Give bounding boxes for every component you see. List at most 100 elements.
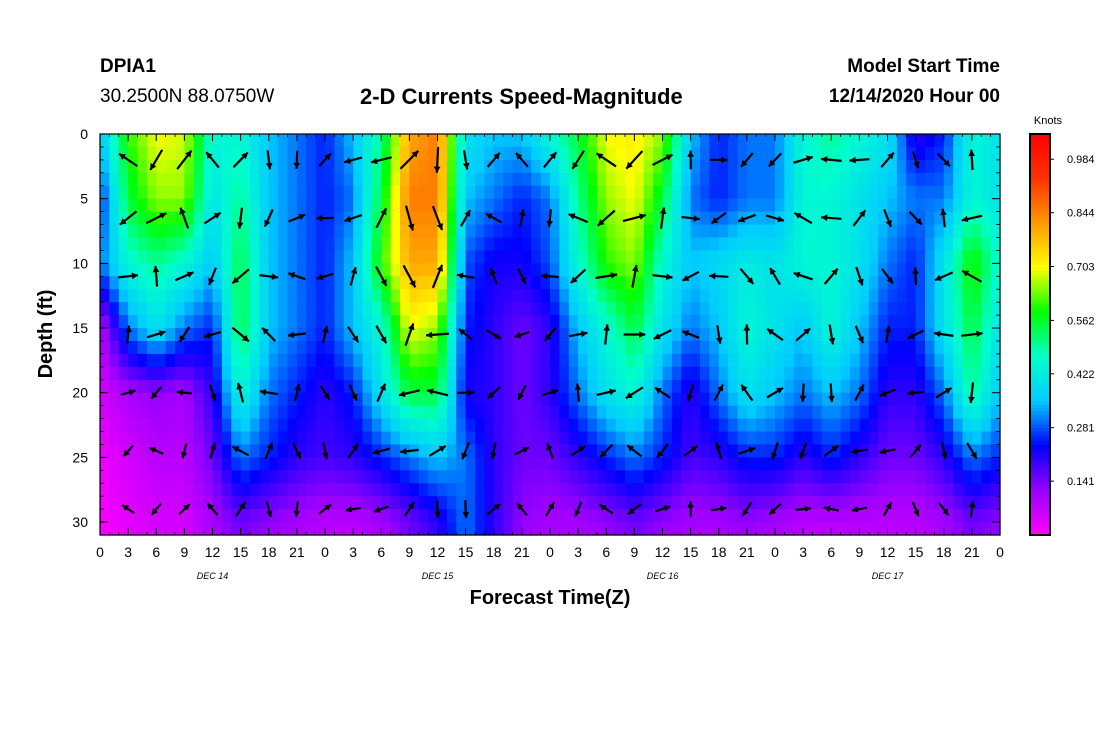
current-vector-arrow	[176, 389, 193, 396]
heatmap-cell	[671, 134, 682, 148]
heatmap-cell	[100, 302, 110, 316]
heatmap-cell	[775, 328, 785, 342]
heatmap-cell	[400, 185, 410, 200]
heatmap-cell	[334, 172, 345, 187]
heatmap-cell	[343, 483, 354, 497]
heatmap-cell	[868, 250, 879, 264]
heatmap-cell	[484, 366, 495, 381]
heatmap-cell	[625, 483, 635, 497]
heatmap-cell	[756, 418, 767, 433]
heatmap-cell	[475, 237, 485, 252]
heatmap-cell	[409, 353, 420, 368]
heatmap-cell	[203, 509, 214, 523]
heatmap-cell	[390, 483, 401, 497]
heatmap-cell	[971, 185, 982, 200]
current-vector-arrow	[737, 213, 756, 223]
heatmap-cell	[709, 431, 720, 446]
heatmap-cell	[400, 431, 410, 446]
heatmap-cell	[925, 237, 935, 252]
heatmap-cell	[512, 457, 523, 471]
current-vector-arrow	[911, 151, 920, 169]
heatmap-cell	[840, 211, 851, 226]
heatmap-cell	[146, 366, 157, 381]
heatmap-cell	[671, 483, 682, 497]
heatmap-cell	[793, 353, 804, 368]
heatmap-cell	[456, 470, 467, 484]
heatmap-cell	[353, 379, 364, 394]
heatmap-cell	[268, 250, 279, 264]
heatmap-cell	[343, 392, 354, 407]
current-vector-arrow	[568, 213, 589, 224]
heatmap-cell	[296, 250, 307, 264]
heatmap-cell	[681, 237, 692, 252]
heatmap-cell	[559, 134, 570, 148]
heatmap-cell	[596, 522, 607, 536]
heatmap-cell	[568, 289, 579, 303]
heatmap-cell	[859, 418, 870, 433]
heatmap-cell	[859, 276, 870, 290]
heatmap-cell	[709, 263, 720, 277]
heatmap-cell	[503, 172, 514, 187]
current-vector-arrow	[879, 388, 896, 397]
heatmap-cell	[606, 328, 617, 342]
heatmap-cell	[718, 522, 729, 536]
heatmap-cell	[203, 302, 214, 316]
heatmap-cell	[456, 509, 467, 523]
heatmap-cell	[934, 172, 945, 187]
heatmap-cell	[934, 250, 945, 264]
heatmap-cell	[765, 444, 776, 458]
heatmap-cell	[146, 431, 157, 446]
heatmap-cell	[362, 509, 373, 523]
heatmap-cell	[268, 522, 279, 536]
heatmap-cell	[259, 444, 270, 458]
heatmap-cell	[484, 302, 495, 316]
heatmap-cell	[475, 159, 485, 174]
heatmap-cell	[306, 418, 317, 433]
heatmap-cell	[306, 172, 317, 187]
heatmap-cell	[568, 392, 579, 407]
x-tick-label: 3	[349, 544, 357, 560]
heatmap-cell	[793, 470, 804, 484]
heatmap-cell	[437, 159, 448, 174]
heatmap-cell	[221, 315, 232, 329]
heatmap-cell	[756, 509, 767, 523]
heatmap-cell	[475, 483, 485, 497]
heatmap-cell	[465, 444, 476, 458]
heatmap-cell	[371, 405, 382, 420]
heatmap-cell	[596, 198, 607, 213]
heatmap-cell	[981, 418, 992, 433]
heatmap-cell	[287, 470, 298, 484]
x-tick-label: 9	[405, 544, 413, 560]
heatmap-cell	[362, 457, 373, 471]
heatmap-cell	[840, 159, 851, 174]
colorbar-tick-label: 0.844	[1067, 208, 1095, 220]
heatmap-cell	[606, 289, 617, 303]
heatmap-cell	[943, 509, 954, 523]
heatmap-cell	[268, 211, 279, 226]
heatmap-cell	[953, 366, 964, 381]
colorbar-segment	[1030, 464, 1050, 469]
heatmap-cell	[250, 276, 260, 290]
colorbar-segment	[1030, 207, 1050, 212]
heatmap-cell	[353, 302, 364, 316]
heatmap-cell	[756, 250, 767, 264]
heatmap-cell	[943, 289, 954, 303]
heatmap-cell	[268, 224, 279, 239]
heatmap-cell	[587, 353, 598, 368]
heatmap-cell	[953, 340, 964, 355]
heatmap-cell	[503, 315, 514, 329]
heatmap-cell	[915, 172, 926, 187]
heatmap-cell	[137, 172, 148, 187]
heatmap-cell	[325, 159, 335, 174]
heatmap-cell	[840, 224, 851, 239]
heatmap-cell	[381, 522, 392, 536]
heatmap-cell	[184, 353, 195, 368]
heatmap-cell	[690, 263, 701, 277]
current-vector-arrow	[739, 267, 755, 285]
heatmap-cell	[493, 185, 504, 200]
heatmap-cell	[175, 134, 185, 148]
heatmap-cell	[990, 366, 1001, 381]
heatmap-cell	[625, 405, 635, 420]
heatmap-cell	[896, 302, 907, 316]
heatmap-cell	[578, 237, 589, 252]
